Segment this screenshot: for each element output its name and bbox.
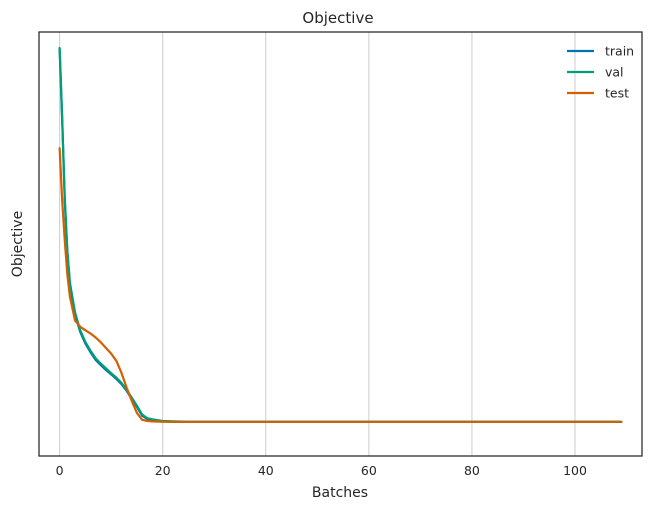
legend: train val test: [567, 44, 634, 101]
legend-label-test: test: [605, 86, 629, 101]
x-tick-labels: 0 20 40 60 80 100: [56, 463, 587, 478]
grid-layer: [59, 32, 576, 456]
x-axis-title: Batches: [312, 485, 368, 501]
chart-title: Objective: [302, 9, 373, 27]
x-tick-label: 40: [258, 463, 274, 478]
legend-label-val: val: [605, 65, 624, 80]
x-tick-label: 0: [56, 463, 64, 478]
y-axis-title: Objective: [10, 211, 26, 277]
plot-frame: [38, 31, 643, 457]
series-line-train: [58, 48, 623, 424]
x-tick-label: 20: [155, 463, 171, 478]
series-line-test: [58, 147, 623, 424]
x-tick-label: 80: [464, 463, 480, 478]
legend-label-train: train: [605, 44, 634, 59]
x-tick-label: 100: [563, 463, 587, 478]
series-line-val: [58, 46, 623, 423]
x-tick-label: 60: [361, 463, 377, 478]
series-layer: [58, 46, 623, 424]
